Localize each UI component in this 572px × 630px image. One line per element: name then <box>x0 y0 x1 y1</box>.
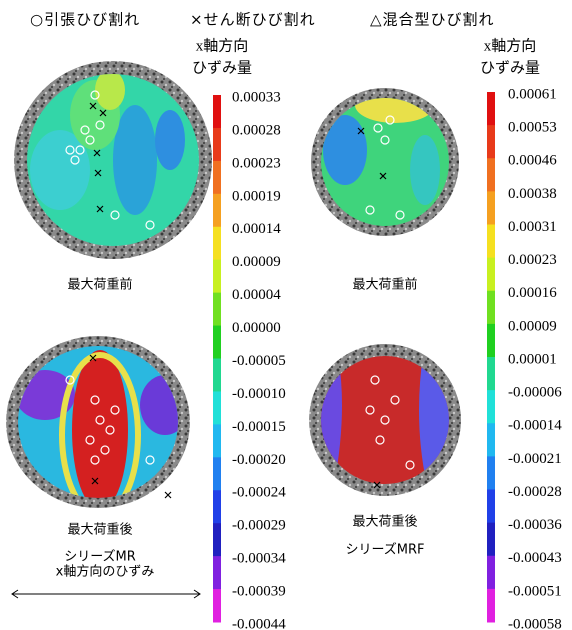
strain-map <box>309 344 461 496</box>
colorbar-segment <box>213 161 221 194</box>
colorbar-label: -0.00029 <box>232 518 286 534</box>
colorbar-segment <box>487 456 495 490</box>
colorbar-segment <box>487 556 495 590</box>
colorbar-label: -0.00021 <box>508 451 562 467</box>
colorbar-label: 0.00028 <box>232 122 281 138</box>
colorbar-segment <box>213 391 221 424</box>
colorbar-label: -0.00043 <box>508 550 562 566</box>
colorbar-label: -0.00020 <box>232 452 286 468</box>
colorbar-label: 0.00046 <box>508 153 557 169</box>
series-label: シリーズMR <box>64 549 136 565</box>
colorbar-segment <box>213 490 221 523</box>
colorbar-segment <box>213 556 221 589</box>
strain-map <box>6 336 190 515</box>
colorbar-label: -0.00028 <box>508 484 562 500</box>
colorbar-label: -0.00024 <box>232 485 286 501</box>
colorbar-segment <box>487 523 495 557</box>
colorbar-segment <box>213 424 221 457</box>
colorbar-title: ひずみ量 <box>480 59 540 76</box>
colorbar-label: -0.00015 <box>232 419 286 435</box>
colorbar-segment <box>213 589 221 622</box>
strain-map <box>311 87 459 236</box>
colorbar-segment <box>487 357 495 391</box>
colorbar-segment <box>487 225 495 259</box>
panel-caption: 最大荷重後 <box>352 514 417 530</box>
colorbar-label: 0.00004 <box>232 287 281 303</box>
colorbar-label: -0.00010 <box>232 386 286 402</box>
colorbar-segment <box>213 326 221 359</box>
strain-map <box>14 61 212 259</box>
colorbar-segment <box>213 457 221 490</box>
colorbar-title: x軸方向 <box>484 37 537 54</box>
colorbar-segment <box>487 291 495 325</box>
axis-arrow <box>12 590 200 598</box>
colorbar-label: 0.00016 <box>508 285 557 301</box>
colorbar-segment <box>213 194 221 227</box>
colorbar-label: -0.00036 <box>508 517 562 533</box>
colorbar-label: 0.00053 <box>508 120 557 136</box>
colorbar-segment <box>487 490 495 524</box>
colorbar-segment <box>487 258 495 292</box>
colorbar-label: 0.00019 <box>232 188 281 204</box>
colorbar-label: 0.00000 <box>232 320 281 336</box>
colorbar-segment <box>213 128 221 161</box>
colorbar-segment <box>213 359 221 392</box>
figure: ○引張ひび割れ ×せん断ひび割れ △混合型ひび割れ <box>0 0 572 630</box>
colorbar-segment <box>213 95 221 128</box>
colorbar-label: 0.00014 <box>232 221 281 237</box>
colorbar-label: -0.00034 <box>232 551 286 567</box>
colorbar-segment <box>487 92 495 126</box>
colorbar-label: -0.00005 <box>232 353 286 369</box>
panel-caption: 最大荷重前 <box>352 277 417 293</box>
colorbar-label: 0.00038 <box>508 186 557 202</box>
colorbar-segment <box>213 523 221 556</box>
colorbar-label: -0.00014 <box>508 418 562 434</box>
colorbar-title: x軸方向 <box>196 37 249 54</box>
colorbar-label: 0.00023 <box>508 252 557 268</box>
colorbar-segment <box>213 227 221 260</box>
colorbar-segment <box>487 158 495 192</box>
colorbar-segment <box>487 390 495 424</box>
series-label: シリーズMRF <box>345 542 424 558</box>
legend-item: ○引張ひび割れ <box>30 11 140 29</box>
axis-note: x軸方向のひずみ <box>56 564 155 580</box>
colorbar-label: 0.00001 <box>508 351 557 367</box>
colorbar-label: 0.00061 <box>508 86 557 102</box>
colorbar-label: 0.00033 <box>232 89 281 105</box>
colorbar-segment <box>487 423 495 457</box>
colorbar-label: 0.00023 <box>232 155 281 171</box>
colorbar-title: ひずみ量 <box>192 59 252 76</box>
colorbar-label: -0.00051 <box>508 583 562 599</box>
panel-caption: 最大荷重前 <box>67 277 132 293</box>
colorbar-segment <box>487 324 495 358</box>
colorbar-label: 0.00031 <box>508 219 557 235</box>
colorbar-label: 0.00009 <box>508 318 557 334</box>
colorbar-label: -0.00058 <box>508 616 562 630</box>
colorbar-segment <box>487 589 495 623</box>
legend-item: ×せん断ひび割れ <box>190 11 316 29</box>
colorbar-segment <box>213 260 221 293</box>
legend-item: △混合型ひび割れ <box>370 11 495 29</box>
colorbar-label: 0.00009 <box>232 254 281 270</box>
colorbar-segment <box>213 293 221 326</box>
colorbar-segment <box>487 125 495 159</box>
panel-caption: 最大荷重後 <box>67 522 132 538</box>
colorbar-label: -0.00044 <box>232 616 286 630</box>
colorbar-label: -0.00039 <box>232 584 286 600</box>
colorbar-segment <box>487 191 495 225</box>
colorbar-label: -0.00006 <box>508 385 562 401</box>
